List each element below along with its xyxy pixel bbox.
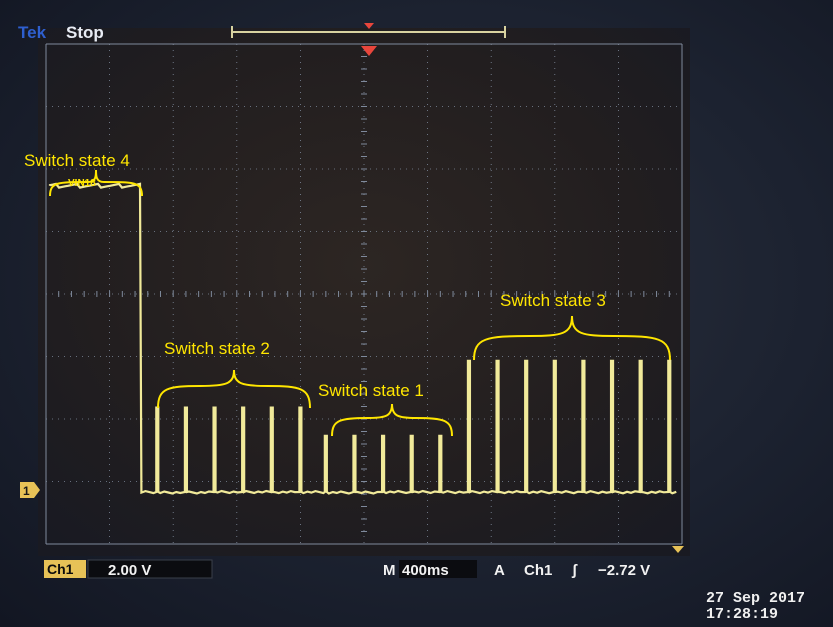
label-vin18: VIN18 (68, 178, 96, 189)
label-switch-state-2: Switch state 2 (164, 339, 270, 358)
ch1-badge-label: Ch1 (47, 561, 74, 577)
trigger-level[interactable]: −2.72 V (598, 562, 650, 579)
trigger-point-icon (361, 46, 377, 56)
label-switch-state-3: Switch state 3 (500, 291, 606, 310)
trigger-mode: A (494, 562, 505, 579)
capture-date: 27 Sep 2017 (706, 590, 805, 607)
ch1-trace (48, 182, 677, 495)
brace-switch-state-4 (49, 169, 143, 197)
trigger-slope-icon: ʃ (571, 562, 578, 579)
timebase-prefix: M (383, 562, 396, 579)
readout-bar: Ch1 2.00 V M 400ms A Ch1 ʃ −2.72 V (44, 559, 650, 579)
trigger-level-icon (672, 546, 684, 553)
tek-logo: Tek (18, 23, 47, 42)
volts-per-div: 2.00 V (108, 562, 151, 579)
graticule (45, 43, 683, 545)
trigger-source: Ch1 (524, 562, 552, 579)
ch1-ground-marker[interactable]: 1 (20, 482, 40, 498)
capture-time: 17:28:19 (706, 606, 778, 623)
trigger-position-icon (364, 23, 374, 29)
brace-switch-state-3 (473, 315, 671, 361)
ch1-badge[interactable] (44, 560, 86, 578)
svg-text:1: 1 (23, 484, 30, 498)
record-length-bar (231, 23, 506, 38)
brace-switch-state-1 (331, 403, 453, 437)
acquisition-status: Stop (66, 23, 104, 42)
brace-switch-state-2 (157, 369, 311, 409)
annotation-layer: Switch state 4 VIN18 Switch state 2 Swit… (24, 151, 671, 437)
timebase-value[interactable]: 400ms (402, 562, 449, 579)
label-switch-state-1: Switch state 1 (318, 381, 424, 400)
label-switch-state-4: Switch state 4 (24, 151, 130, 170)
